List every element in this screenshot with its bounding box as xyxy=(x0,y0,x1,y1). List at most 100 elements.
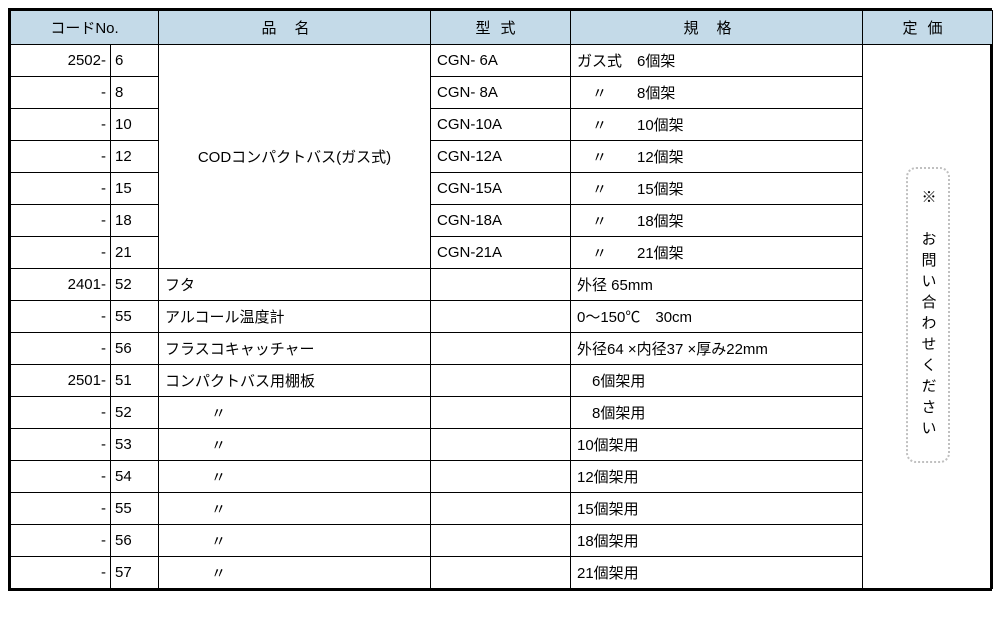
table-row: -8CGN- 8A 〃 8個架 xyxy=(11,77,993,109)
model xyxy=(431,397,571,429)
spec: 15個架用 xyxy=(571,493,863,525)
model xyxy=(431,301,571,333)
code-prefix: 2502- xyxy=(11,45,111,77)
table-row: 2502-6CODコンパクトバス(ガス式)CGN- 6Aガス式 6個架※ お問い… xyxy=(11,45,993,77)
table-row: -54〃 12個架用 xyxy=(11,461,993,493)
header-code: コードNo. xyxy=(11,11,159,45)
product-name: フタ xyxy=(159,269,431,301)
product-name: 〃 xyxy=(159,461,431,493)
spec: 〃 12個架 xyxy=(571,141,863,173)
header-model: 型式 xyxy=(431,11,571,45)
code-prefix: - xyxy=(11,173,111,205)
spec: 21個架用 xyxy=(571,557,863,589)
table-row: -15 CGN-15A 〃 15個架 xyxy=(11,173,993,205)
spec: 0～150℃ 30cm xyxy=(571,301,863,333)
table-row: -55アルコール温度計 0～150℃ 30cm xyxy=(11,301,993,333)
code-prefix: - xyxy=(11,109,111,141)
product-table: コードNo. 品名 型式 規格 定価 2502-6CODコンパクトバス(ガス式)… xyxy=(10,10,993,589)
model: CGN-21A xyxy=(431,237,571,269)
table-row: -12 CGN-12A 〃 12個架 xyxy=(11,141,993,173)
model: CGN- 6A xyxy=(431,45,571,77)
model: CGN-18A xyxy=(431,205,571,237)
table-row: -21 CGN-21A 〃 21個架 xyxy=(11,237,993,269)
code-prefix: - xyxy=(11,301,111,333)
header-spec: 規格 xyxy=(571,11,863,45)
code-prefix: - xyxy=(11,205,111,237)
code-prefix: - xyxy=(11,525,111,557)
price-note: ※ お問い合わせください xyxy=(906,167,950,463)
table-row: -18 CGN-18A 〃 18個架 xyxy=(11,205,993,237)
table-row: -56フラスコキャッチャー 外径64 ×内径37 ×厚み22mm xyxy=(11,333,993,365)
spec: 〃 10個架 xyxy=(571,109,863,141)
code-suffix: 56 xyxy=(111,333,159,365)
code-prefix: - xyxy=(11,397,111,429)
product-name: 〃 xyxy=(159,397,431,429)
model xyxy=(431,493,571,525)
spec: 〃 15個架 xyxy=(571,173,863,205)
model xyxy=(431,429,571,461)
table-row: 2501-51コンパクトバス用棚板 6個架用 xyxy=(11,365,993,397)
product-name-merged: CODコンパクトバス(ガス式) xyxy=(159,45,431,269)
product-name: 〃 xyxy=(159,525,431,557)
table-body: 2502-6CODコンパクトバス(ガス式)CGN- 6Aガス式 6個架※ お問い… xyxy=(11,45,993,589)
header-row: コードNo. 品名 型式 規格 定価 xyxy=(11,11,993,45)
model: CGN-15A xyxy=(431,173,571,205)
spec: 外径 65mm xyxy=(571,269,863,301)
spec: 〃 21個架 xyxy=(571,237,863,269)
product-name: 〃 xyxy=(159,429,431,461)
model xyxy=(431,461,571,493)
code-suffix: 21 xyxy=(111,237,159,269)
spec: 18個架用 xyxy=(571,525,863,557)
code-suffix: 18 xyxy=(111,205,159,237)
product-name: 〃 xyxy=(159,557,431,589)
table-row: -56〃 18個架用 xyxy=(11,525,993,557)
code-prefix: 2401- xyxy=(11,269,111,301)
code-prefix: - xyxy=(11,141,111,173)
code-suffix: 6 xyxy=(111,45,159,77)
code-suffix: 52 xyxy=(111,269,159,301)
code-suffix: 54 xyxy=(111,461,159,493)
code-suffix: 10 xyxy=(111,109,159,141)
code-suffix: 8 xyxy=(111,77,159,109)
model: CGN-12A xyxy=(431,141,571,173)
code-prefix: - xyxy=(11,461,111,493)
code-prefix: 2501- xyxy=(11,365,111,397)
code-prefix: - xyxy=(11,333,111,365)
spec: 外径64 ×内径37 ×厚み22mm xyxy=(571,333,863,365)
code-prefix: - xyxy=(11,237,111,269)
model xyxy=(431,333,571,365)
product-name: アルコール温度計 xyxy=(159,301,431,333)
spec: 12個架用 xyxy=(571,461,863,493)
code-suffix: 57 xyxy=(111,557,159,589)
product-table-wrapper: コードNo. 品名 型式 規格 定価 2502-6CODコンパクトバス(ガス式)… xyxy=(8,8,992,591)
code-suffix: 12 xyxy=(111,141,159,173)
code-suffix: 55 xyxy=(111,301,159,333)
table-row: -52〃 8個架用 xyxy=(11,397,993,429)
spec: 〃 8個架 xyxy=(571,77,863,109)
code-suffix: 56 xyxy=(111,525,159,557)
code-suffix: 15 xyxy=(111,173,159,205)
header-name: 品名 xyxy=(159,11,431,45)
model xyxy=(431,525,571,557)
product-name: フラスコキャッチャー xyxy=(159,333,431,365)
model xyxy=(431,557,571,589)
model: CGN-10A xyxy=(431,109,571,141)
table-row: -53〃 10個架用 xyxy=(11,429,993,461)
code-suffix: 51 xyxy=(111,365,159,397)
table-row: -55〃 15個架用 xyxy=(11,493,993,525)
spec: 8個架用 xyxy=(571,397,863,429)
code-suffix: 53 xyxy=(111,429,159,461)
spec: 〃 18個架 xyxy=(571,205,863,237)
table-row: -57〃21個架用 xyxy=(11,557,993,589)
table-row: 2401-52フタ 外径 65mm xyxy=(11,269,993,301)
code-prefix: - xyxy=(11,493,111,525)
product-name: コンパクトバス用棚板 xyxy=(159,365,431,397)
spec: 6個架用 xyxy=(571,365,863,397)
code-suffix: 55 xyxy=(111,493,159,525)
code-suffix: 52 xyxy=(111,397,159,429)
model xyxy=(431,365,571,397)
model: CGN- 8A xyxy=(431,77,571,109)
spec: 10個架用 xyxy=(571,429,863,461)
code-prefix: - xyxy=(11,429,111,461)
product-name: 〃 xyxy=(159,493,431,525)
